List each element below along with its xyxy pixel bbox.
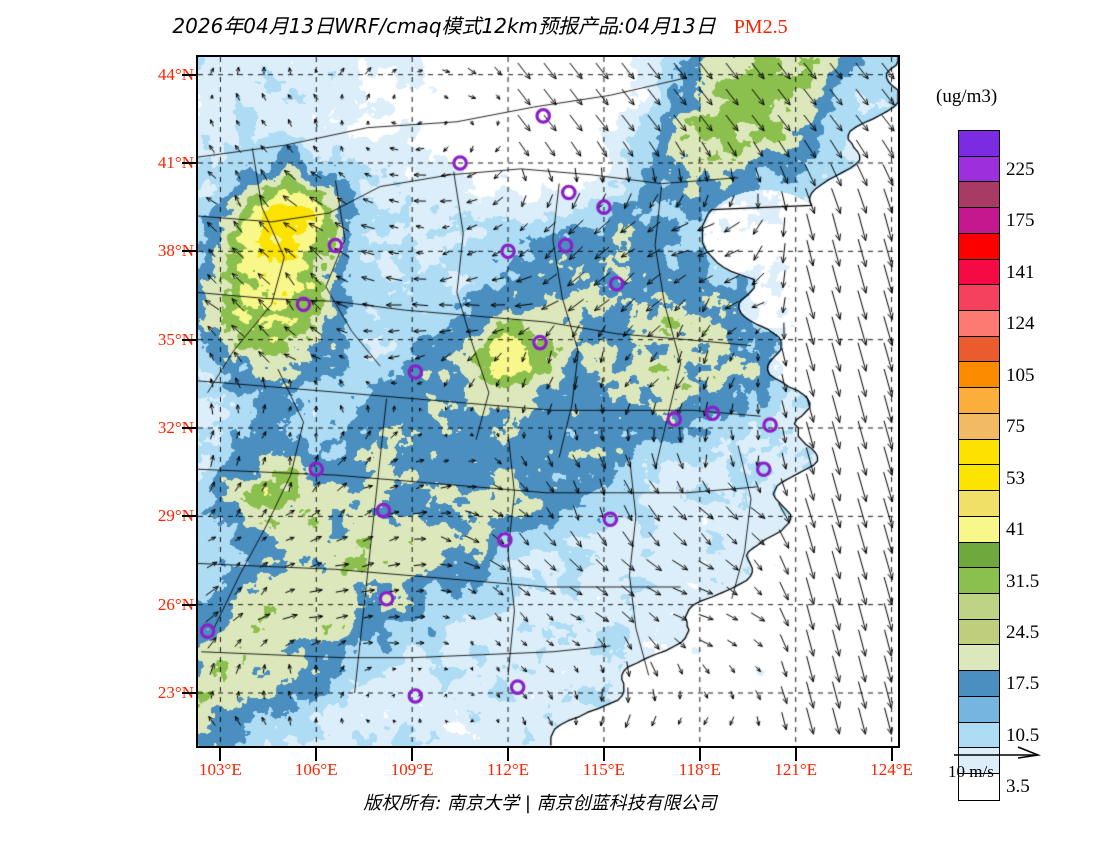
colorbar-tick-label: 124: [1006, 313, 1035, 335]
colorbar-swatch[interactable]: [959, 233, 999, 260]
wind-scale-arrow-icon: [954, 746, 1042, 759]
colorbar-swatch[interactable]: [959, 208, 999, 234]
colorbar-swatch[interactable]: [959, 671, 999, 697]
pm25-contour-map: [198, 57, 898, 746]
colorbar-swatch[interactable]: [959, 311, 999, 337]
colorbar-swatch[interactable]: [959, 696, 999, 723]
colorbar-swatch[interactable]: [959, 362, 999, 389]
colorbar-swatch[interactable]: [959, 465, 999, 492]
colorbar-tick-label: 75: [1006, 416, 1025, 438]
title-pollutant-label: PM2.5: [733, 16, 788, 38]
latitude-tick-label: 23°N: [157, 683, 194, 702]
colorbar-swatch[interactable]: [959, 748, 999, 774]
longitude-tick-mark: [698, 748, 701, 761]
copyright-footer: 版权所有: 南京大学 | 南京创蓝科技有限公司: [363, 793, 717, 814]
latitude-tick-label: 41°N: [157, 153, 194, 172]
longitude-tick-label: 103°E: [199, 760, 242, 779]
longitude-tick-label: 112°E: [487, 760, 530, 779]
colorbar-swatch[interactable]: [959, 285, 999, 312]
wind-scale-label: 10 m/s: [948, 762, 994, 781]
colorbar-swatch[interactable]: [959, 491, 999, 517]
colorbar-swatch[interactable]: [959, 516, 999, 543]
colorbar-swatch[interactable]: [959, 131, 999, 157]
longitude-tick-label: 106°E: [294, 760, 338, 779]
colorbar-swatch[interactable]: [959, 439, 999, 466]
latitude-tick-mark: [182, 603, 196, 606]
colorbar-tick-label: 24.5: [1006, 622, 1040, 644]
longitude-tick-label: 118°E: [678, 760, 721, 779]
colorbar-swatch[interactable]: [959, 568, 999, 594]
longitude-tick-mark: [602, 748, 605, 761]
longitude-tick-mark: [794, 748, 797, 761]
latitude-tick-label: 44°N: [157, 64, 194, 84]
longitude-tick-mark: [411, 748, 414, 761]
colorbar-swatch[interactable]: [959, 722, 999, 749]
colorbar[interactable]: [958, 130, 1000, 801]
latitude-tick-mark: [182, 250, 196, 253]
colorbar-tick-label: 53: [1006, 467, 1025, 489]
longitude-tick-mark: [315, 748, 318, 761]
colorbar-swatch[interactable]: [959, 336, 999, 363]
colorbar-swatch[interactable]: [959, 619, 999, 646]
colorbar-swatch[interactable]: [959, 156, 999, 183]
longitude-tick-label: 115°E: [582, 760, 625, 779]
latitude-tick-mark: [182, 427, 196, 429]
latitude-tick-label: 29°N: [157, 506, 194, 526]
longitude-tick-label: 109°E: [390, 760, 434, 779]
colorbar-tick-label: 141: [1006, 261, 1035, 283]
colorbar-tick-label: 10.5: [1006, 724, 1040, 746]
colorbar-tick-label: 41: [1006, 519, 1025, 541]
colorbar-tick-label: 3.5: [1006, 776, 1030, 798]
colorbar-swatch[interactable]: [959, 773, 999, 800]
latitude-tick-mark: [182, 162, 196, 164]
latitude-tick-label: 38°N: [157, 241, 194, 261]
latitude-tick-label: 35°N: [157, 329, 194, 349]
longitude-tick-mark: [507, 748, 510, 761]
colorbar-swatch[interactable]: [959, 645, 999, 672]
colorbar-tick-label: 105: [1006, 364, 1035, 386]
map-plot-area[interactable]: [196, 55, 900, 748]
latitude-tick-mark: [182, 692, 196, 694]
page-title: 2026年04月13日WRF/cmaq模式12km预报产品:04月13日 PM2.…: [0, 10, 960, 39]
longitude-tick-label: 121°E: [774, 760, 818, 779]
colorbar-unit-label: (ug/m3): [936, 86, 998, 107]
colorbar-swatch[interactable]: [959, 413, 999, 440]
latitude-tick-label: 32°N: [157, 418, 194, 437]
title-main-text: 2026年04月13日WRF/cmaq模式12km预报产品:04月13日: [172, 14, 716, 38]
colorbar-tick-label: 17.5: [1006, 673, 1040, 695]
longitude-tick-label: 124°E: [870, 760, 913, 779]
longitude-tick-mark: [219, 748, 222, 761]
colorbar-tick-label: 225: [1006, 158, 1035, 180]
latitude-tick-label: 26°N: [157, 594, 194, 614]
colorbar-swatch[interactable]: [959, 259, 999, 286]
latitude-tick-mark: [182, 515, 196, 518]
colorbar-tick-label: 31.5: [1006, 570, 1040, 592]
longitude-tick-mark: [890, 748, 893, 761]
colorbar-swatch[interactable]: [959, 542, 999, 569]
colorbar-swatch[interactable]: [959, 182, 999, 209]
colorbar-swatch[interactable]: [959, 388, 999, 414]
latitude-tick-mark: [182, 338, 196, 341]
latitude-tick-mark: [182, 73, 196, 76]
colorbar-swatch[interactable]: [959, 593, 999, 620]
colorbar-tick-label: 175: [1006, 210, 1035, 232]
